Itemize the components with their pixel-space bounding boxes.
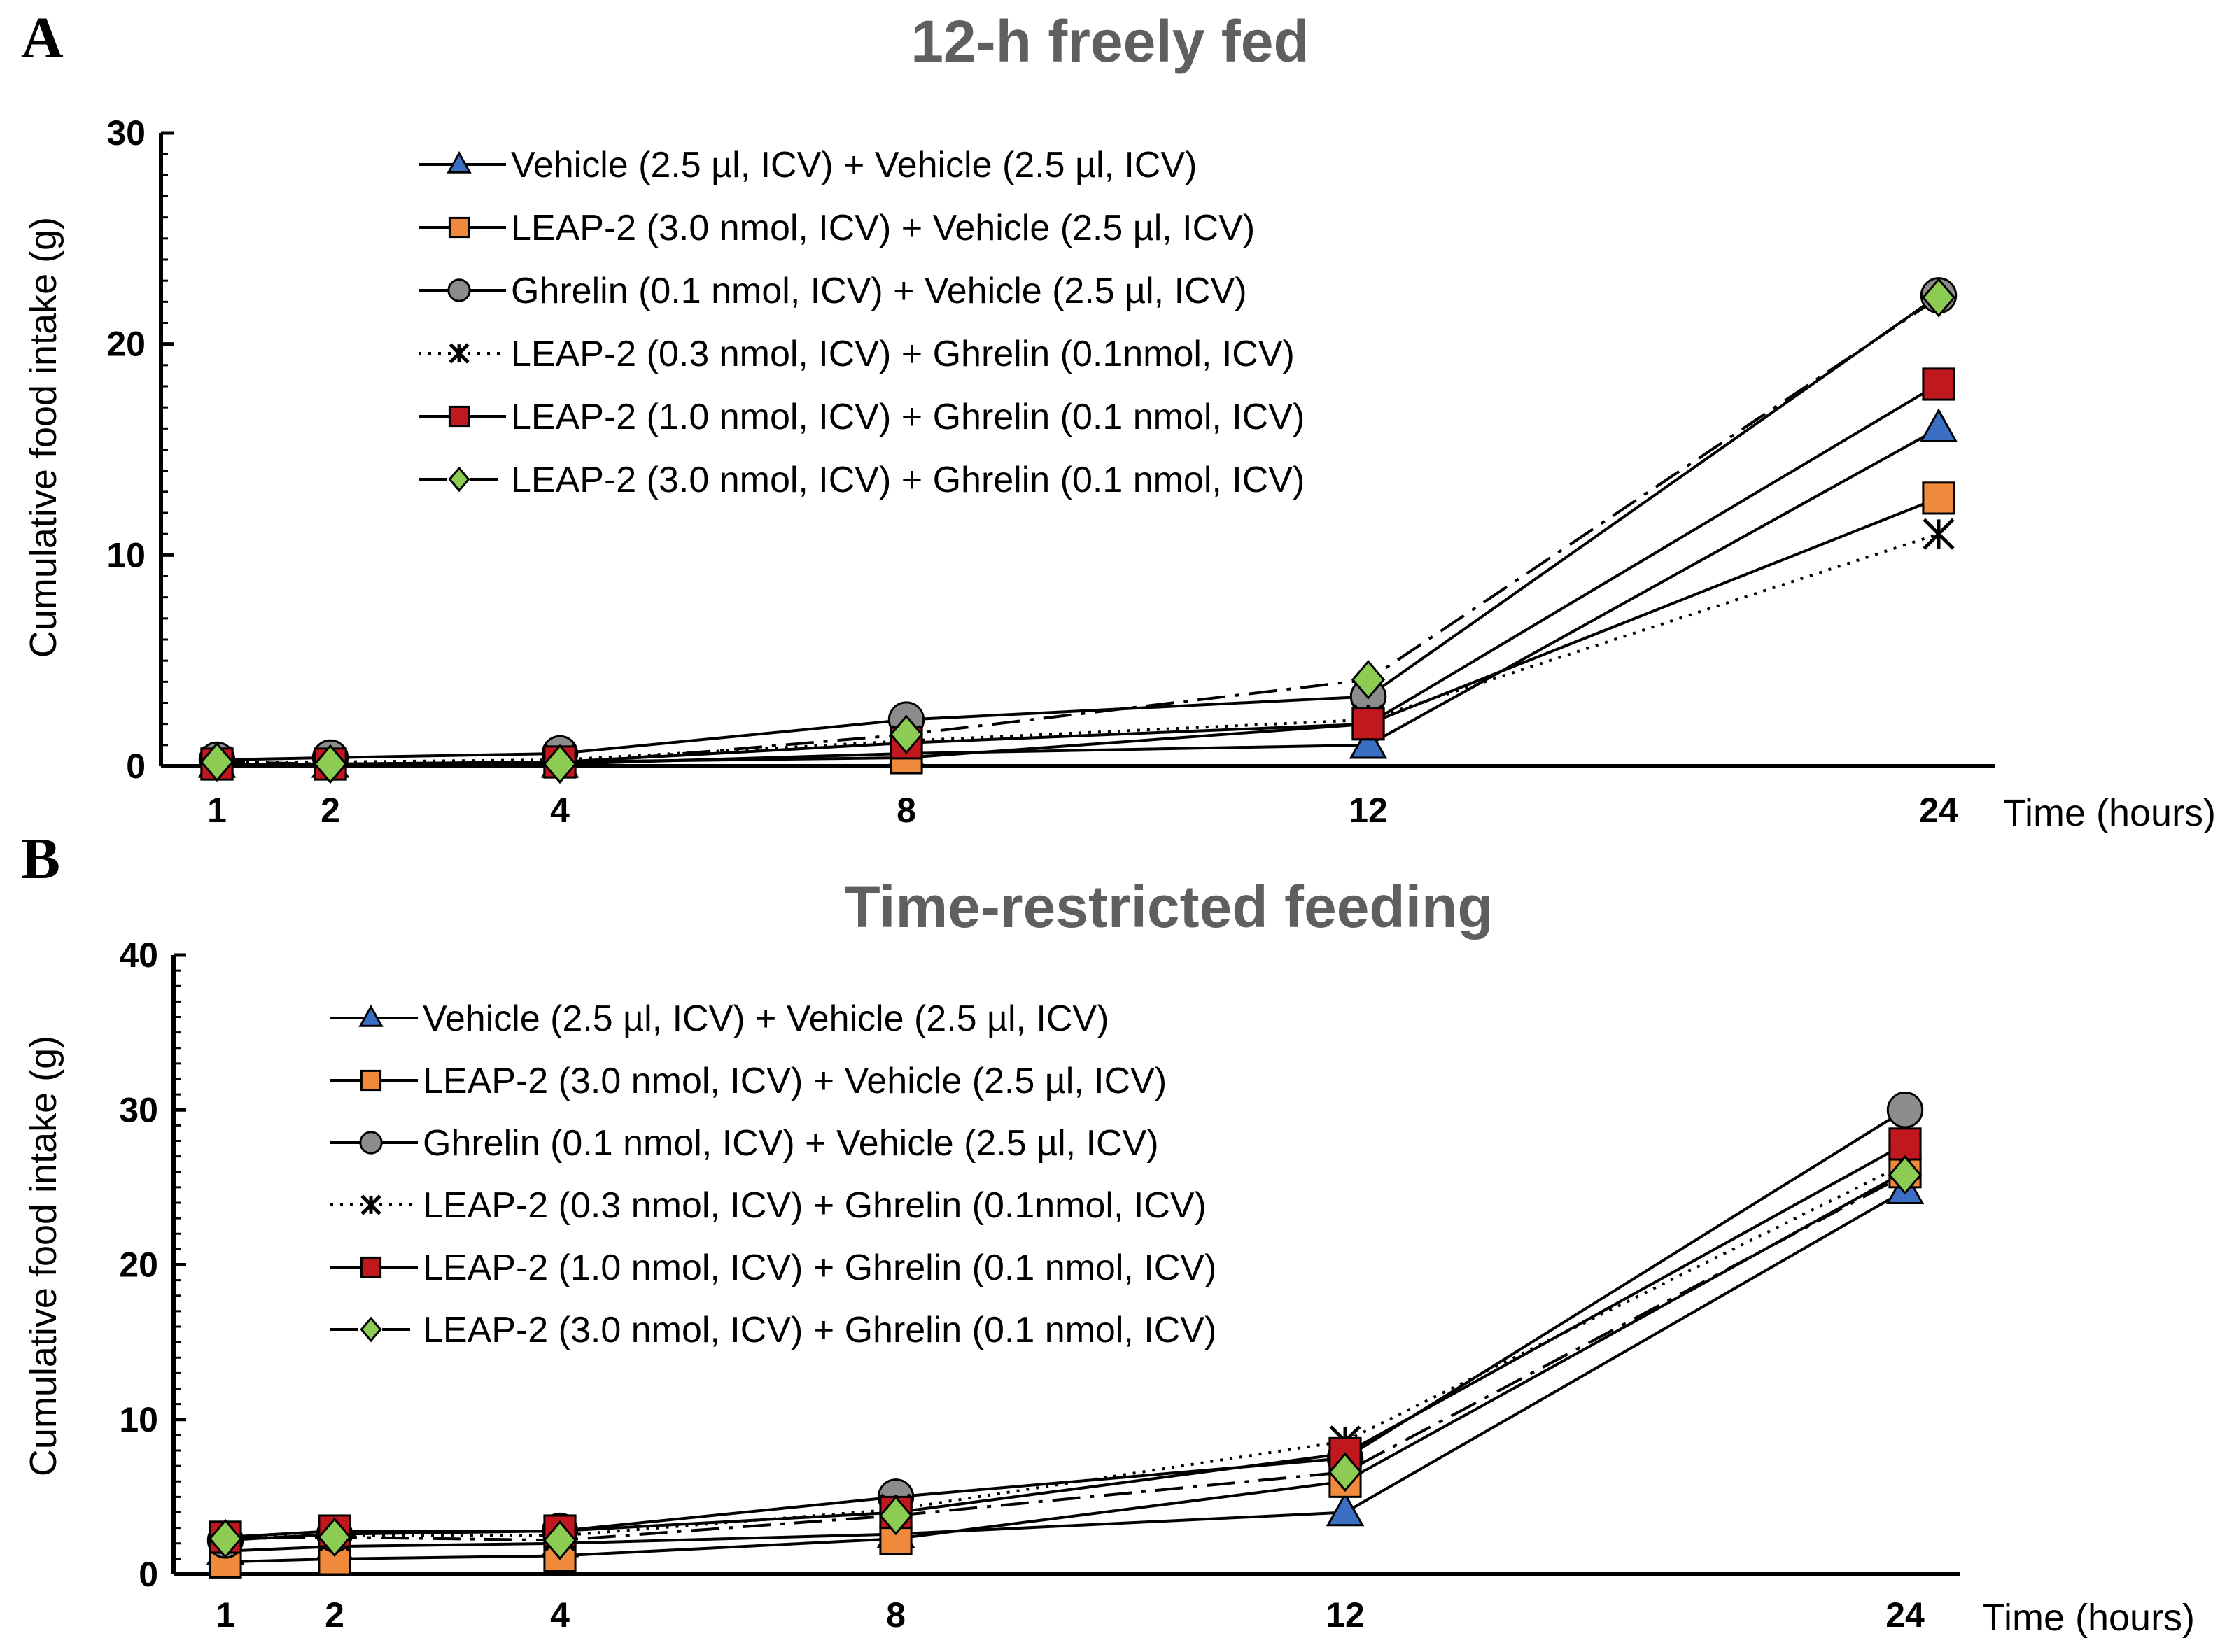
x-tick-label: 24: [1919, 791, 1958, 830]
data-point: [1922, 367, 1955, 401]
legend-marker: [360, 1194, 381, 1215]
data-point: [1328, 1452, 1363, 1492]
legend-marker: [447, 278, 471, 302]
legend-marker: [449, 343, 470, 364]
data-point: [1923, 518, 1955, 550]
series-line: [216, 296, 1940, 765]
legend-entry: LEAP-2 (3.0 nmol, ICV) + Ghrelin (0.1 nm…: [423, 1310, 1216, 1350]
panel-b: B Time-restricted feeding Cumulative foo…: [21, 826, 2195, 1639]
y-tick-label: 0: [126, 747, 146, 786]
x-tick-label: 1: [216, 1595, 235, 1635]
legend-entry: LEAP-2 (0.3 nmol, ICV) + Ghrelin (0.1nmo…: [511, 334, 1295, 374]
chart-title-b: Time-restricted feeding: [844, 874, 1493, 940]
y-tick-label: 20: [119, 1245, 158, 1285]
legend-a: Vehicle (2.5 µl, ICV) + Vehicle (2.5 µl,…: [419, 145, 1305, 500]
data-point: [878, 1495, 913, 1536]
panel-letter-b: B: [21, 826, 60, 891]
legend-marker: [360, 1316, 382, 1343]
y-tick-label: 10: [119, 1400, 158, 1439]
x-tick-label: 24: [1885, 1595, 1925, 1635]
x-tick-label: 4: [550, 791, 570, 830]
data-point: [1888, 1155, 1923, 1195]
data-point: [208, 1518, 243, 1559]
y-axis-label-a: Cumulative food intake (g): [22, 217, 64, 658]
legend-entry: LEAP-2 (1.0 nmol, ICV) + Ghrelin (0.1 nm…: [511, 397, 1305, 437]
x-tick-label: 12: [1349, 791, 1388, 830]
data-point: [1886, 1092, 1924, 1129]
data-point: [313, 744, 348, 784]
series-layer-b: [206, 1092, 1925, 1579]
data-point: [317, 1517, 352, 1558]
y-tick-label: 0: [139, 1555, 158, 1594]
series-layer-a: [197, 277, 1958, 784]
data-point: [542, 1520, 577, 1560]
y-tick-label: 10: [106, 535, 146, 574]
x-tick-label: 8: [886, 1595, 906, 1635]
legend-marker: [448, 466, 470, 493]
series-line: [217, 532, 1939, 763]
data-point: [1888, 1127, 1922, 1161]
legend-entry: Ghrelin (0.1 nmol, ICV) + Vehicle (2.5 µ…: [511, 271, 1247, 311]
series-line: [225, 1189, 1906, 1553]
x-tick-label: 8: [897, 791, 916, 830]
data-point: [1349, 724, 1388, 759]
legend-marker: [360, 1256, 382, 1278]
data-point: [1919, 408, 1958, 443]
data-point: [1351, 660, 1386, 700]
x-tick-label: 4: [550, 1595, 570, 1635]
series-line: [225, 1170, 1906, 1564]
legend-entry: Vehicle (2.5 µl, ICV) + Vehicle (2.5 µl,…: [511, 145, 1197, 185]
legend-marker: [448, 216, 470, 239]
legend-marker: [360, 1069, 382, 1092]
data-point: [542, 744, 577, 784]
y-axis-label-b: Cumulative food intake (g): [22, 1036, 64, 1476]
data-point: [1921, 277, 1956, 318]
chart-title-a: 12-h freely fed: [911, 8, 1309, 74]
series-line: [225, 1173, 1906, 1542]
x-tick-label: 12: [1326, 1595, 1365, 1635]
data-point: [199, 742, 234, 782]
legend-marker: [447, 150, 472, 174]
data-point: [1351, 707, 1385, 741]
y-tick-label: 40: [119, 936, 158, 975]
x-axis-label-b: Time (hours): [1982, 1597, 2195, 1639]
y-tick-label: 30: [119, 1090, 158, 1129]
data-point: [1922, 481, 1955, 515]
legend-marker: [358, 1004, 384, 1027]
series-line: [217, 383, 1940, 765]
x-axis-label-a: Time (hours): [2003, 792, 2216, 834]
y-tick-label: 30: [106, 113, 146, 153]
legend-b: Vehicle (2.5 µl, ICV) + Vehicle (2.5 µl,…: [330, 998, 1216, 1350]
x-tick-label: 2: [325, 1595, 344, 1635]
data-point: [889, 714, 924, 755]
data-point: [1326, 1492, 1365, 1527]
legend-entry: LEAP-2 (1.0 nmol, ICV) + Ghrelin (0.1 nm…: [423, 1248, 1216, 1288]
panel-a: A 12-h freely fed Cumulative food intake…: [21, 6, 2216, 834]
legend-entry: LEAP-2 (3.0 nmol, ICV) + Vehicle (2.5 µl…: [423, 1061, 1167, 1101]
legend-entry: Vehicle (2.5 µl, ICV) + Vehicle (2.5 µl,…: [423, 998, 1109, 1039]
legend-entry: LEAP-2 (3.0 nmol, ICV) + Ghrelin (0.1 nm…: [511, 460, 1305, 500]
legend-marker: [359, 1131, 383, 1155]
legend-marker: [448, 405, 470, 428]
series-line: [216, 294, 1940, 761]
x-tick-label: 1: [207, 791, 227, 830]
y-tick-label: 20: [106, 325, 146, 364]
legend-entry: Ghrelin (0.1 nmol, ICV) + Vehicle (2.5 µ…: [423, 1123, 1159, 1164]
legend-entry: LEAP-2 (0.3 nmol, ICV) + Ghrelin (0.1nmo…: [423, 1185, 1207, 1226]
x-tick-label: 2: [321, 791, 340, 830]
panel-letter-a: A: [21, 6, 64, 71]
legend-entry: LEAP-2 (3.0 nmol, ICV) + Vehicle (2.5 µl…: [511, 208, 1255, 248]
